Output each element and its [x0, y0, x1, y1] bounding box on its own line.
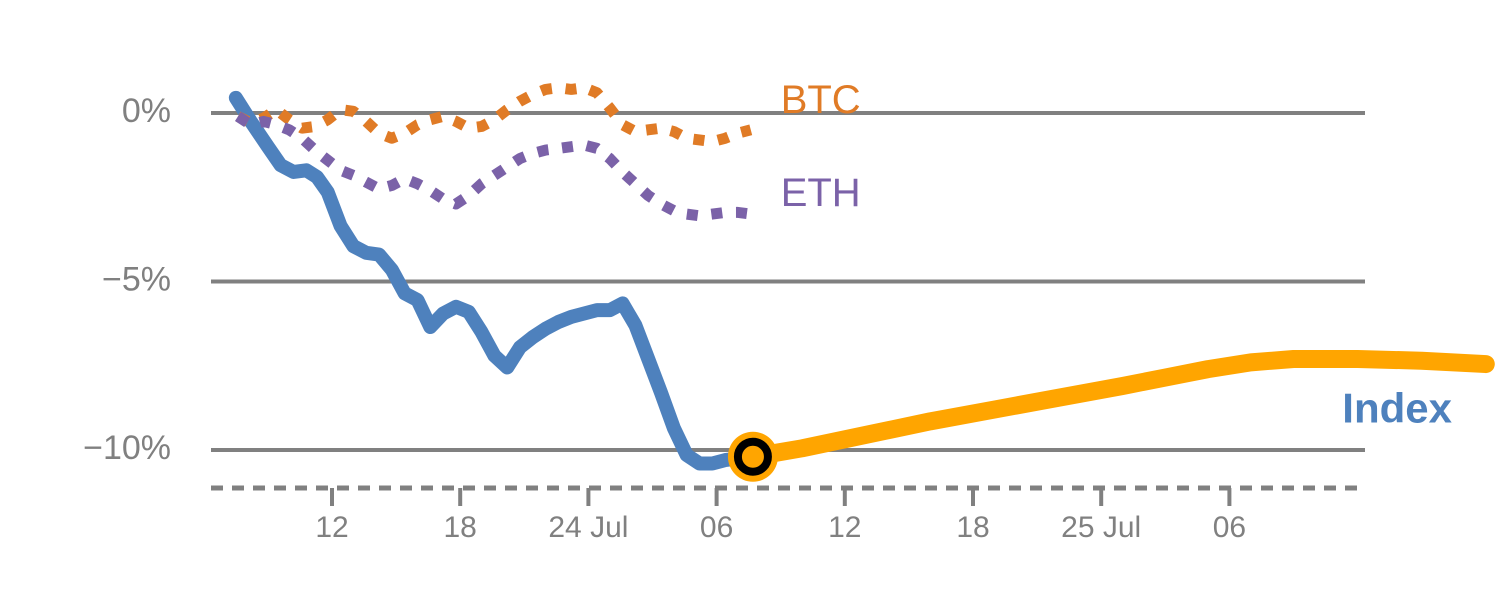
y-tick-label: 0%: [122, 92, 171, 130]
x-tick-label: 18: [444, 511, 477, 544]
x-tick-label: 12: [315, 511, 348, 544]
series-labels-group: Index BTC ETH: [781, 78, 1453, 432]
y-tick-label: −10%: [83, 429, 171, 467]
x-tick-label: 06: [700, 511, 733, 544]
highlight-marker-group[interactable]: [727, 431, 778, 482]
series-label-index: Index: [1342, 384, 1452, 431]
y-tick-labels-group: 0% −5% −10%: [83, 92, 171, 467]
series-lines-group: [228, 82, 1495, 471]
x-tick-labels-group: 12 18 24 Jul 06 12 18 25 Jul 06: [315, 511, 1246, 544]
series-line-index: [228, 90, 760, 471]
y-tick-label: −5%: [102, 260, 171, 298]
series-label-eth: ETH: [781, 171, 861, 215]
x-tick-label: 12: [828, 511, 861, 544]
x-tick-label: 24 Jul: [548, 511, 628, 544]
x-tick-label: 06: [1213, 511, 1246, 544]
gridlines-group: [211, 111, 1365, 452]
series-label-btc: BTC: [781, 78, 861, 122]
series-line-eth: [234, 111, 752, 222]
x-tick-label: 25 Jul: [1061, 511, 1141, 544]
x-axis-ticks-group: [330, 488, 1232, 506]
series-line-forecast: [743, 350, 1495, 466]
x-tick-label: 18: [956, 511, 989, 544]
current-value-marker[interactable]: [733, 437, 772, 476]
